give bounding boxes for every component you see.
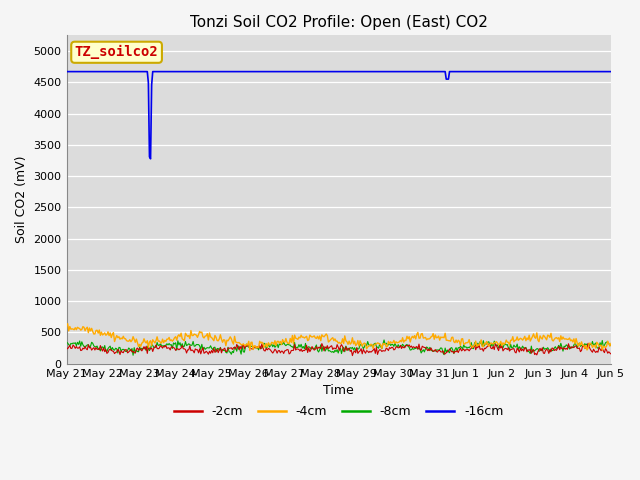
Text: TZ_soilco2: TZ_soilco2 xyxy=(75,45,159,60)
Y-axis label: Soil CO2 (mV): Soil CO2 (mV) xyxy=(15,156,28,243)
Legend: -2cm, -4cm, -8cm, -16cm: -2cm, -4cm, -8cm, -16cm xyxy=(169,400,508,423)
Title: Tonzi Soil CO2 Profile: Open (East) CO2: Tonzi Soil CO2 Profile: Open (East) CO2 xyxy=(190,15,488,30)
X-axis label: Time: Time xyxy=(323,384,354,397)
